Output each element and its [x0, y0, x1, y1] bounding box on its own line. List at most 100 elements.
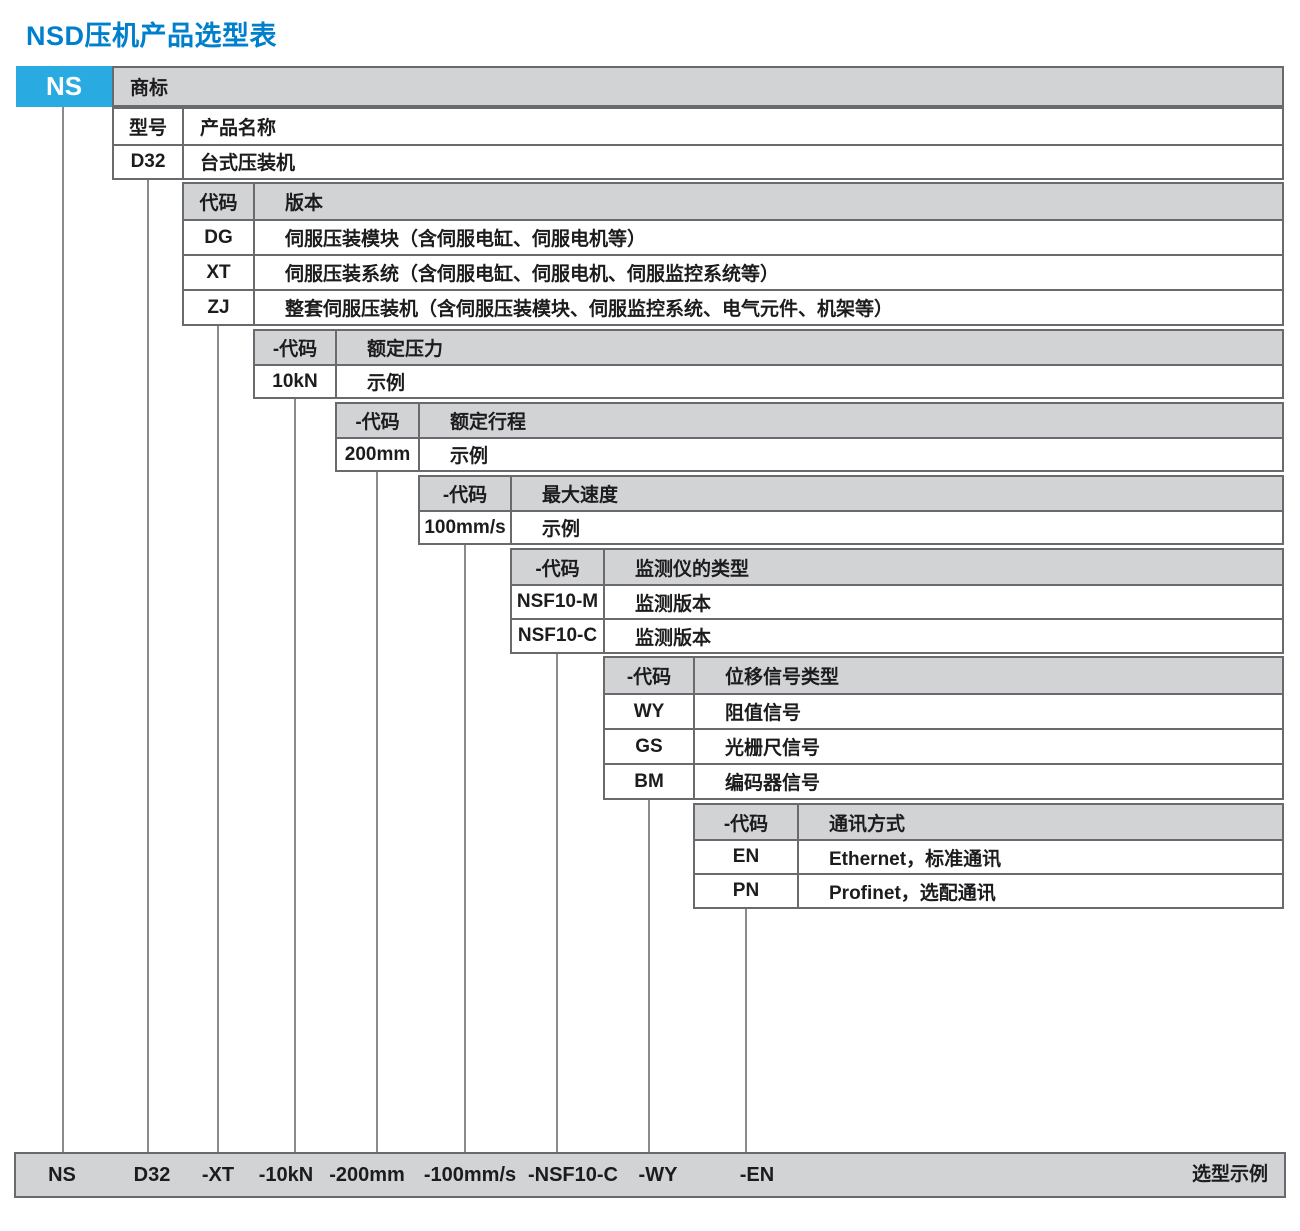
desc-cell: 示例 [367, 373, 406, 394]
version-table: 代码 版本 DG 伺服压装模块（含伺服电缸、伺服电机等） XT 伺服压装系统（含… [182, 182, 1284, 326]
table-row: 200mm 示例 [337, 437, 1282, 470]
code-cell: -代码 [255, 331, 337, 364]
desc-cell: 产品名称 [200, 117, 277, 139]
example-row: NS D32 -XT -10kN -200mm -100mm/s -NSF10-… [14, 1152, 1286, 1198]
desc-cell: 版本 [255, 184, 1282, 219]
connector-line [147, 180, 149, 1152]
code-cell: XT [184, 256, 255, 289]
code-cell: 100mm/s [420, 512, 512, 543]
table-row: GS 光栅尺信号 [605, 728, 1282, 763]
max-speed-table: -代码 最大速度 100mm/s 示例 [418, 475, 1284, 545]
table-row: EN Ethernet，标准通讯 [695, 839, 1282, 873]
code-cell: ZJ [184, 291, 255, 324]
desc-cell: 伺服压装系统（含伺服电缸、伺服电机、伺服监控系统等） [285, 264, 780, 285]
desc-cell: 最大速度 [512, 477, 1282, 510]
desc-cell: 位移信号类型 [695, 658, 1282, 693]
desc-cell: 整套伺服压装机（含伺服压装模块、伺服监控系统、电气元件、机架等） [285, 299, 894, 320]
code-cell: 代码 [184, 184, 255, 219]
desc-cell: Ethernet，标准通讯 [829, 848, 1002, 870]
connector-line [294, 399, 296, 1152]
table-header-row: -代码 位移信号类型 [605, 658, 1282, 693]
code-cell: PN [695, 875, 799, 907]
example-part: -200mm [329, 1164, 405, 1186]
trademark-table: 商标 [112, 66, 1284, 107]
desc-cell: 光栅尺信号 [725, 738, 821, 759]
table-row: XT 伺服压装系统（含伺服电缸、伺服电机、伺服监控系统等） [184, 254, 1282, 289]
connector-line [217, 326, 219, 1152]
code-cell: -代码 [337, 404, 420, 437]
table-row: DG 伺服压装模块（含伺服电缸、伺服电机等） [184, 219, 1282, 254]
desc-cell: 伺服压装模块（含伺服电缸、伺服电机等） [285, 229, 647, 250]
table-header-row: -代码 额定行程 [337, 404, 1282, 437]
example-part: -100mm/s [423, 1164, 517, 1186]
desc-cell: 示例 [450, 446, 489, 467]
code-cell: -代码 [605, 658, 695, 693]
table-row: PN Profinet，选配通讯 [695, 873, 1282, 907]
desc-cell: 额定压力 [337, 331, 1282, 364]
table-header-row: -代码 监测仪的类型 [512, 550, 1282, 584]
rated-pressure-table: -代码 额定压力 10kN 示例 [253, 329, 1284, 399]
brand-code-box: NS [16, 66, 112, 107]
example-label: 选型示例 [1191, 1164, 1268, 1185]
desc-cell: Profinet，选配通讯 [829, 882, 996, 904]
code-cell: 型号 [114, 109, 184, 144]
table-row: 商标 [114, 68, 1282, 105]
table-header-row: -代码 最大速度 [420, 477, 1282, 510]
code-cell: EN [695, 841, 799, 873]
page-title: NSD压机产品选型表 [26, 21, 278, 51]
desc-cell: 监测版本 [635, 627, 712, 649]
code-cell: -代码 [420, 477, 512, 510]
table-header-row: -代码 通讯方式 [695, 805, 1282, 839]
example-part: -EN [739, 1164, 775, 1186]
code-cell: NSF10-M [512, 586, 605, 618]
example-part: -NSF10-C [527, 1164, 619, 1186]
code-cell: 200mm [337, 439, 420, 470]
table-header-row: 代码 版本 [184, 184, 1282, 219]
displacement-signal-table: -代码 位移信号类型 WY 阻值信号 GS 光栅尺信号 BM 编码器信号 [603, 656, 1284, 800]
table-row: 10kN 示例 [255, 364, 1282, 397]
example-part: -WY [638, 1164, 678, 1186]
code-cell: GS [605, 730, 695, 763]
table-row: 型号 产品名称 [114, 109, 1282, 144]
code-cell: NSF10-C [512, 620, 605, 652]
table-row: D32 台式压装机 [114, 143, 1282, 178]
model-table: 型号 产品名称 D32 台式压装机 [112, 107, 1284, 180]
desc-cell: 台式压装机 [200, 153, 296, 175]
desc-cell: 示例 [542, 519, 581, 540]
desc-cell: 通讯方式 [799, 805, 1282, 839]
connector-line [648, 800, 650, 1152]
code-cell: -代码 [695, 805, 799, 839]
trademark-label: 商标 [114, 68, 1282, 105]
table-row: BM 编码器信号 [605, 763, 1282, 798]
table-header-row: -代码 额定压力 [255, 331, 1282, 364]
monitor-type-table: -代码 监测仪的类型 NSF10-M 监测版本 NSF10-C 监测版本 [510, 548, 1284, 654]
rated-stroke-table: -代码 额定行程 200mm 示例 [335, 402, 1284, 472]
code-cell: WY [605, 695, 695, 728]
code-cell: -代码 [512, 550, 605, 584]
desc-cell: 额定行程 [420, 404, 1282, 437]
code-cell: BM [605, 765, 695, 798]
example-part: -XT [201, 1164, 235, 1186]
desc-cell: 监测版本 [635, 593, 712, 615]
example-part: -10kN [258, 1164, 314, 1186]
desc-cell: 阻值信号 [725, 703, 802, 724]
table-row: NSF10-C 监测版本 [512, 618, 1282, 652]
example-part: NS [48, 1164, 76, 1186]
table-row: NSF10-M 监测版本 [512, 584, 1282, 618]
communication-table: -代码 通讯方式 EN Ethernet，标准通讯 PN Profinet，选配… [693, 803, 1284, 909]
desc-cell: 监测仪的类型 [605, 550, 1282, 584]
connector-line [745, 909, 747, 1152]
example-part: D32 [133, 1164, 171, 1186]
table-row: 100mm/s 示例 [420, 510, 1282, 543]
code-cell: DG [184, 221, 255, 254]
connector-line [464, 545, 466, 1152]
code-cell: 10kN [255, 366, 337, 397]
code-cell: D32 [114, 145, 184, 178]
desc-cell: 编码器信号 [725, 773, 821, 794]
connector-line [62, 107, 64, 1152]
table-row: ZJ 整套伺服压装机（含伺服压装模块、伺服监控系统、电气元件、机架等） [184, 289, 1282, 324]
table-row: WY 阻值信号 [605, 693, 1282, 728]
connector-line [556, 654, 558, 1152]
connector-line [376, 472, 378, 1152]
